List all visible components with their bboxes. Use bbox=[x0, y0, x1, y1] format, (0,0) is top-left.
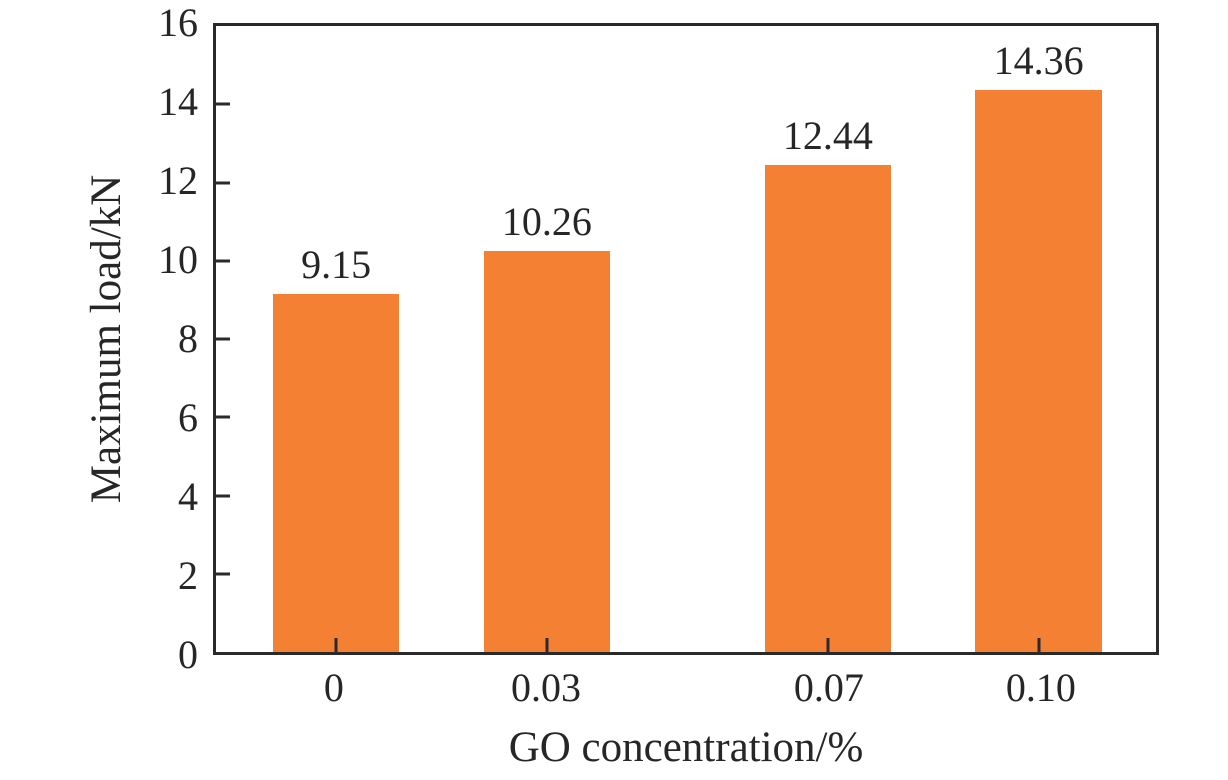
bar-0.03 bbox=[483, 250, 611, 652]
y-tick-label: 6 bbox=[178, 395, 198, 440]
bar-value-label: 10.26 bbox=[501, 198, 592, 244]
bar-value-label: 9.15 bbox=[301, 242, 372, 288]
x-tick-mark bbox=[334, 638, 338, 652]
bar-0.10 bbox=[975, 90, 1102, 652]
x-tick-label: 0.07 bbox=[793, 665, 864, 710]
y-tick-label: 10 bbox=[158, 237, 198, 282]
y-tick-mark bbox=[216, 415, 230, 419]
y-tick-label: 16 bbox=[158, 0, 198, 45]
y-tick-mark bbox=[216, 572, 230, 576]
y-tick-mark bbox=[216, 102, 230, 106]
y-tick-label: 14 bbox=[158, 79, 198, 124]
y-tick-mark bbox=[216, 181, 230, 184]
x-tick-label: 0.10 bbox=[1005, 665, 1076, 710]
plot-area: 9.15 10.26 12.44 14.36 bbox=[213, 23, 1159, 655]
y-tick-label: 12 bbox=[158, 158, 198, 203]
y-tick-mark bbox=[216, 259, 230, 263]
x-axis-title: GO concentration/% bbox=[508, 724, 864, 771]
bar-0 bbox=[272, 294, 400, 652]
bar-value-label: 12.44 bbox=[782, 113, 873, 159]
y-tick-label: 2 bbox=[178, 553, 198, 598]
bar-value-label: 14.36 bbox=[993, 38, 1084, 84]
y-tick-label: 0 bbox=[178, 632, 198, 677]
x-tick-mark bbox=[1037, 638, 1041, 652]
x-tick-label: 0 bbox=[323, 665, 344, 710]
y-tick-label: 8 bbox=[178, 316, 198, 361]
x-tick-mark bbox=[545, 638, 549, 652]
x-tick-label: 0.03 bbox=[511, 665, 581, 710]
x-tick-mark bbox=[826, 638, 830, 652]
y-tick-mark bbox=[216, 337, 230, 341]
bar-0.07 bbox=[764, 165, 892, 652]
y-tick-mark bbox=[216, 494, 230, 497]
y-tick-label: 4 bbox=[178, 474, 198, 519]
